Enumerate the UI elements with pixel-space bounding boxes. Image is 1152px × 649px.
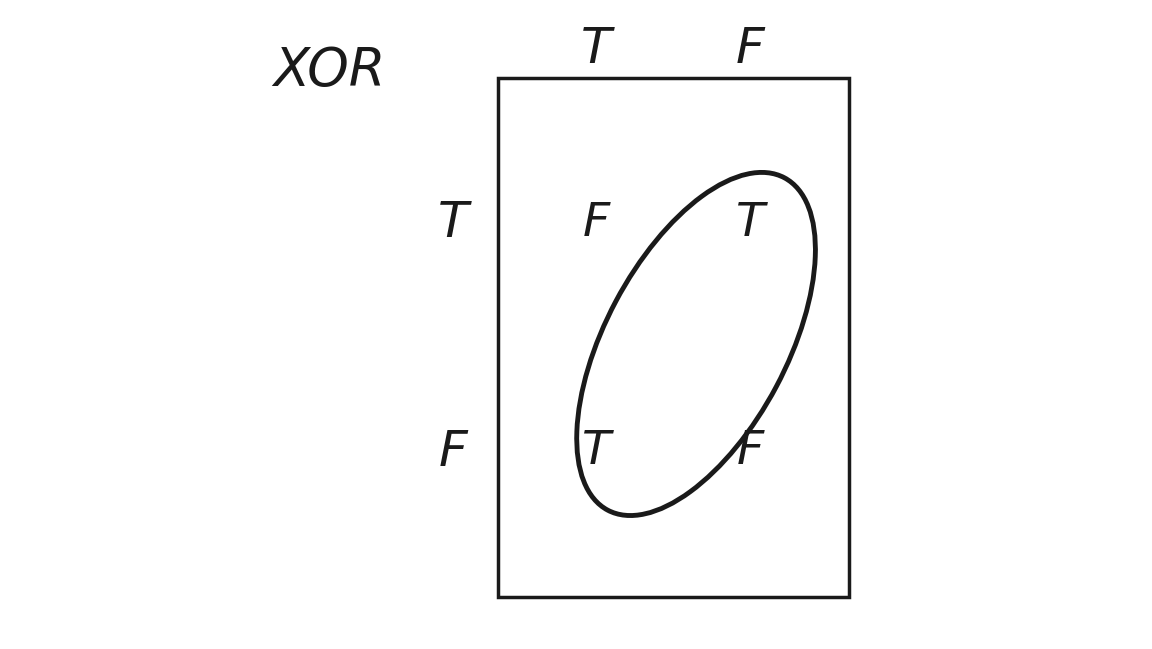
- Text: T: T: [582, 429, 611, 474]
- Text: F: F: [438, 428, 467, 476]
- Bar: [498, 78, 849, 597]
- Text: T: T: [736, 201, 765, 246]
- Text: F: F: [583, 201, 609, 246]
- Text: XOR: XOR: [273, 45, 386, 97]
- Text: T: T: [438, 199, 468, 247]
- Text: T: T: [581, 25, 612, 73]
- Text: F: F: [736, 25, 765, 73]
- Text: F: F: [737, 429, 764, 474]
